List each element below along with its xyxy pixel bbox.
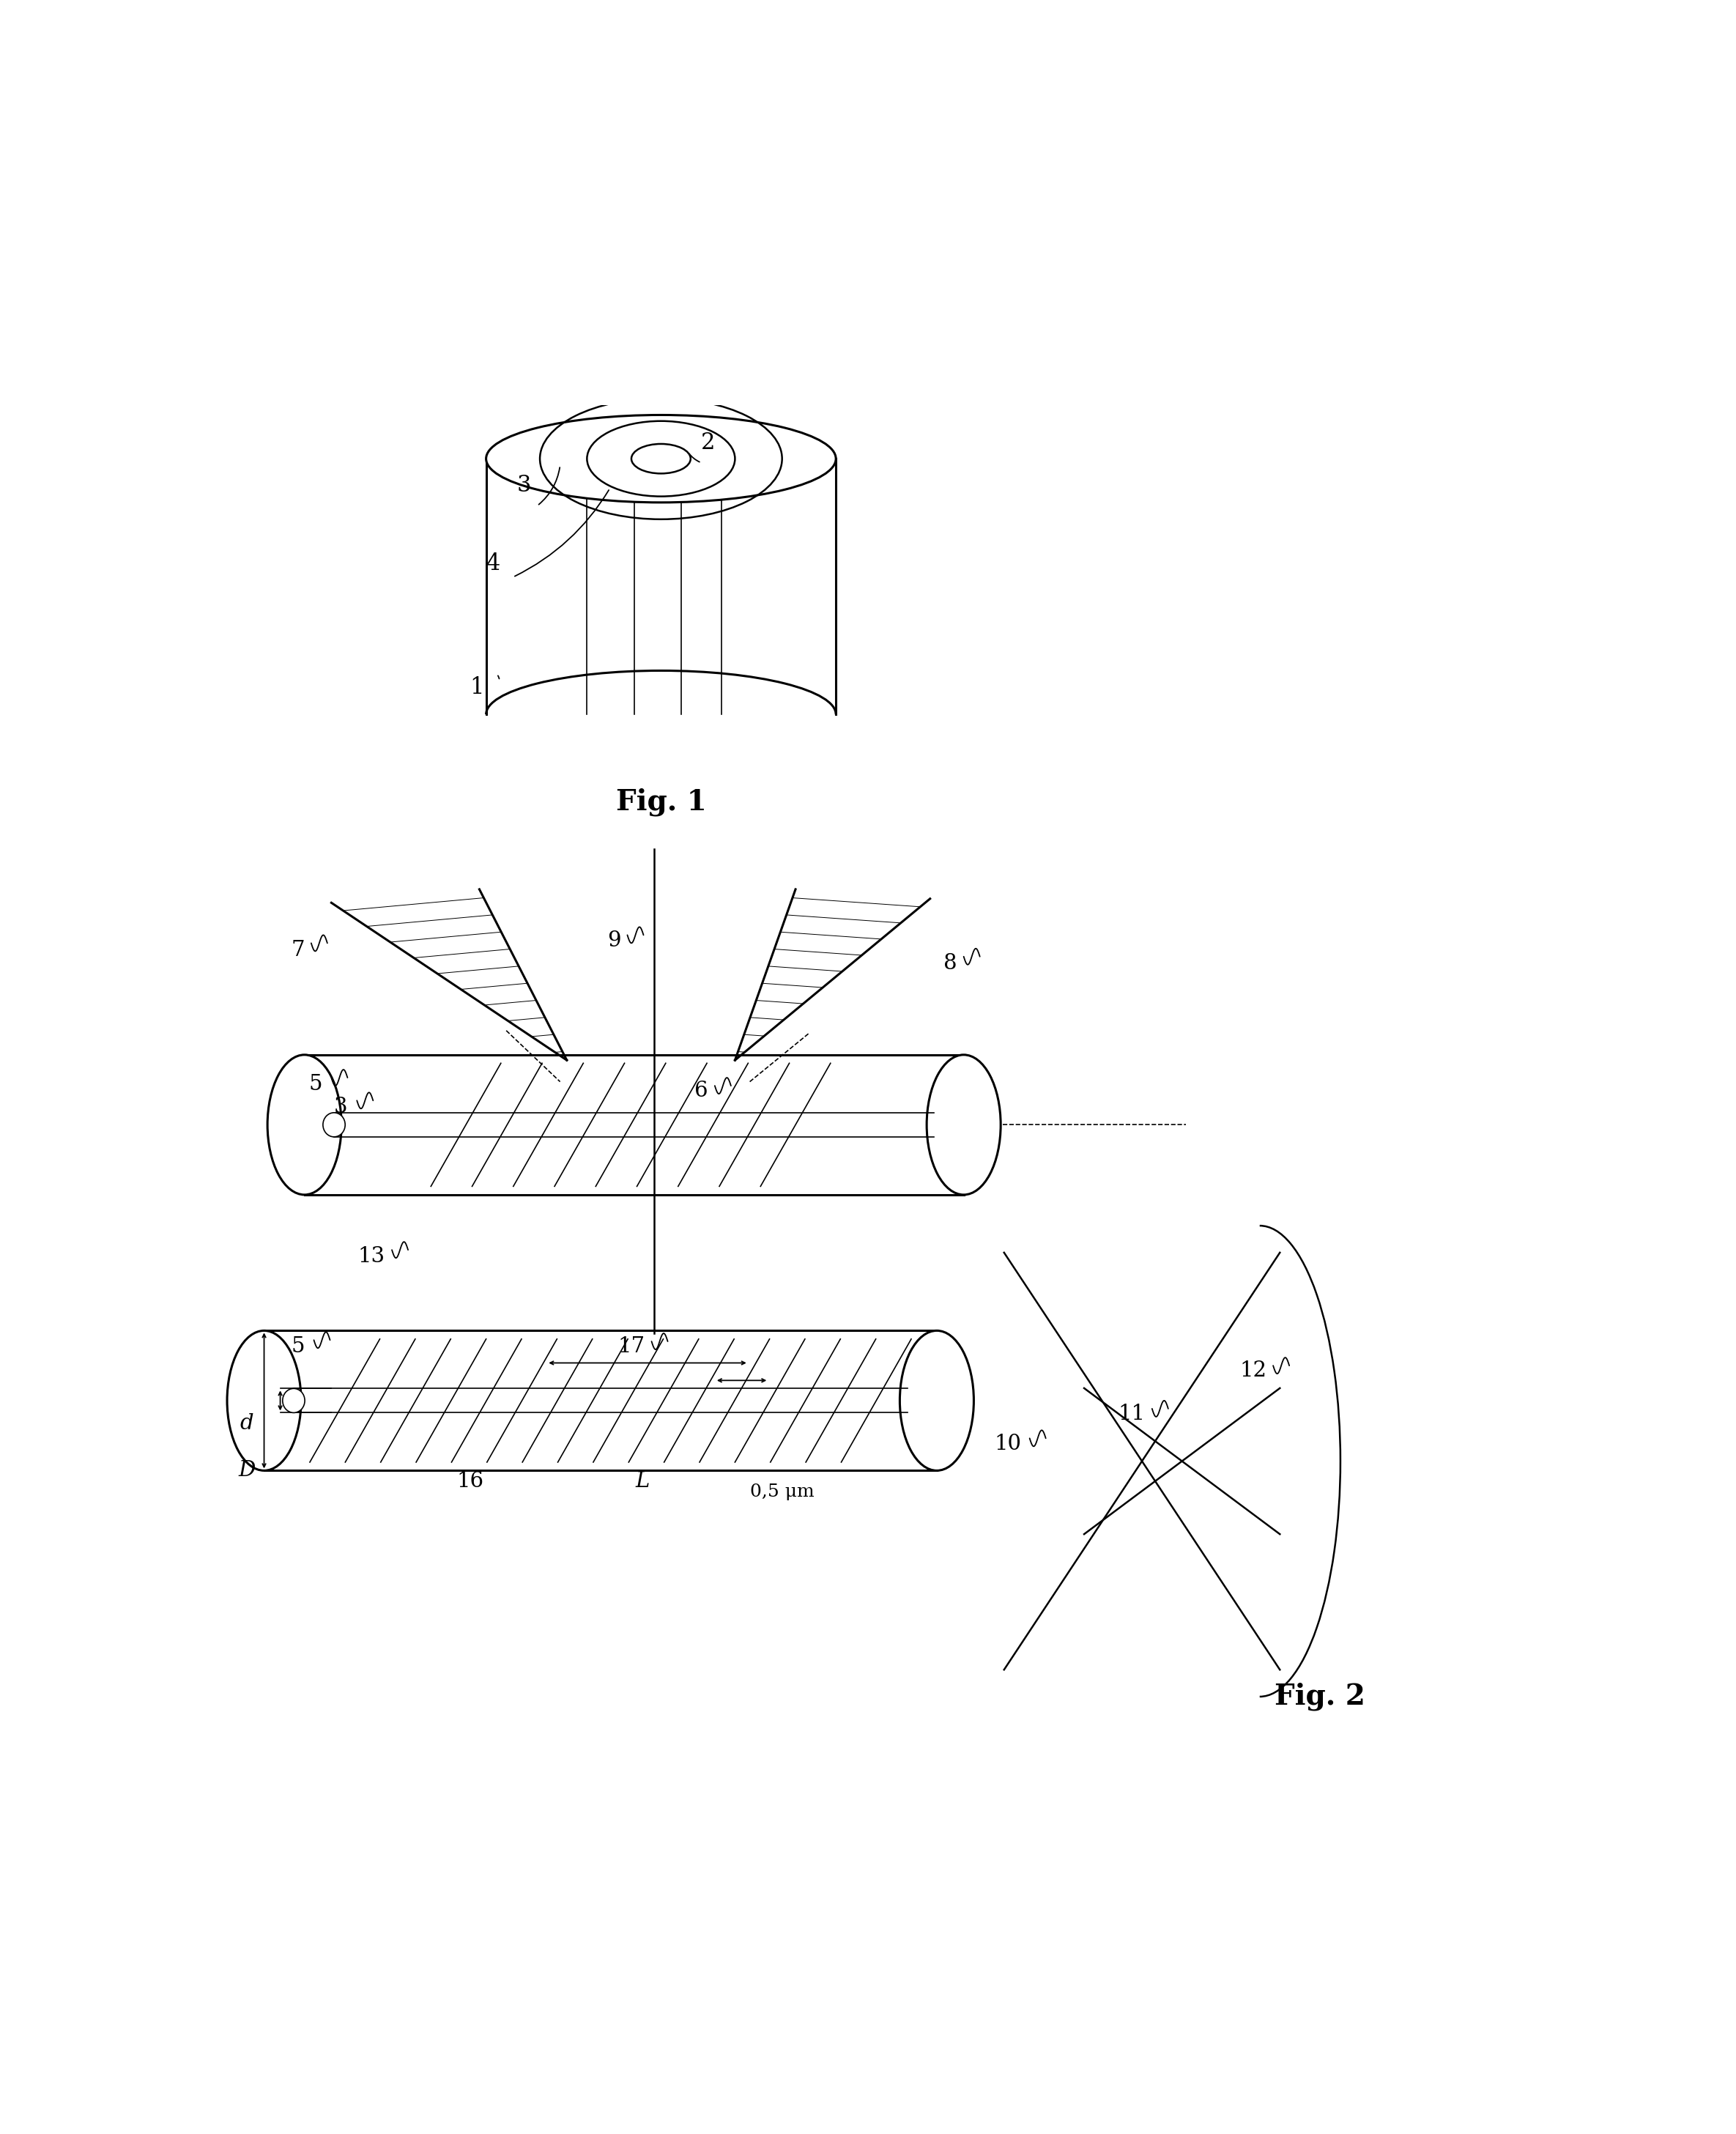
Text: 6: 6: [694, 1080, 708, 1101]
Text: d: d: [240, 1413, 253, 1434]
Ellipse shape: [486, 414, 837, 501]
Text: 0,5 μm: 0,5 μm: [750, 1483, 814, 1500]
Text: Fig. 2: Fig. 2: [1274, 1682, 1366, 1711]
Text: 5: 5: [292, 1336, 304, 1357]
Text: 16: 16: [457, 1470, 484, 1492]
Text: 13: 13: [358, 1246, 385, 1268]
Text: 10: 10: [995, 1434, 1023, 1453]
Text: 4: 4: [486, 553, 500, 574]
Text: 7: 7: [292, 939, 304, 960]
Text: 12: 12: [1240, 1361, 1267, 1381]
Text: 9: 9: [608, 930, 621, 950]
Ellipse shape: [267, 1054, 342, 1195]
Text: 11: 11: [1118, 1404, 1146, 1423]
Text: 2: 2: [701, 431, 715, 455]
Ellipse shape: [927, 1054, 1000, 1195]
Text: 5: 5: [309, 1073, 321, 1095]
Text: 1: 1: [469, 676, 484, 698]
Text: 3: 3: [333, 1097, 347, 1118]
Text: Fig. 1: Fig. 1: [616, 787, 707, 815]
Text: 8: 8: [943, 954, 957, 973]
Text: D: D: [238, 1460, 255, 1481]
Ellipse shape: [283, 1389, 306, 1413]
Ellipse shape: [227, 1332, 300, 1470]
Ellipse shape: [899, 1332, 974, 1470]
Text: 17: 17: [618, 1336, 646, 1357]
Text: 3: 3: [517, 474, 531, 497]
Ellipse shape: [323, 1112, 345, 1137]
Text: L: L: [635, 1470, 649, 1492]
